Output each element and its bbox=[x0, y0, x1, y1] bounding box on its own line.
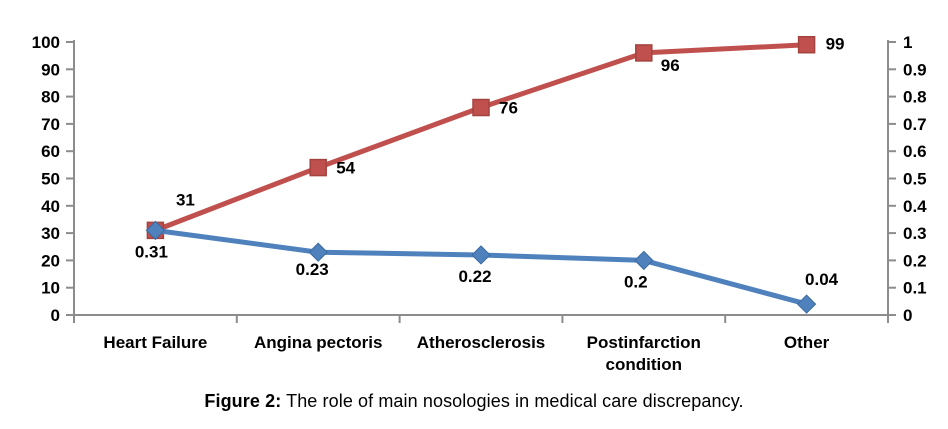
right-axis-tick-label: 0.8 bbox=[903, 88, 927, 107]
data-label: 0.04 bbox=[805, 270, 839, 289]
left-series-line bbox=[152, 42, 810, 233]
diamond-marker bbox=[796, 294, 817, 314]
right-axis-tick-label: 0.5 bbox=[903, 170, 927, 189]
data-label: 96 bbox=[661, 56, 680, 75]
figure-caption-text: The role of main nosologies in medical c… bbox=[286, 391, 744, 411]
right-axis-tick-label: 0.7 bbox=[903, 115, 927, 134]
figure-caption-label: Figure 2: bbox=[204, 391, 282, 411]
right-axis-tick-label: 0.2 bbox=[903, 251, 927, 270]
data-label: 0.31 bbox=[135, 242, 168, 261]
right-axis-tick-label: 0 bbox=[903, 306, 912, 325]
diamond-marker bbox=[308, 242, 328, 262]
left-axis-tick-label: 50 bbox=[41, 170, 60, 189]
left-axis-tick-label: 80 bbox=[41, 88, 60, 107]
category-label: Atherosclerosis bbox=[417, 333, 546, 352]
category-label: Heart Failure bbox=[103, 333, 207, 352]
left-axis-tick-label: 90 bbox=[41, 60, 60, 79]
left-axis-tick-label: 100 bbox=[32, 33, 60, 52]
right-axis-tick-label: 0.4 bbox=[903, 197, 927, 216]
data-label: 54 bbox=[336, 159, 355, 178]
square-marker bbox=[797, 35, 816, 54]
diamond-marker bbox=[471, 245, 491, 265]
left-axis-tick-label: 10 bbox=[41, 279, 60, 298]
category-label: Postinfarction bbox=[587, 333, 701, 352]
data-label: 0.23 bbox=[296, 260, 329, 279]
left-axis-tick-label: 30 bbox=[41, 224, 60, 243]
right-axis-tick-label: 1 bbox=[903, 33, 912, 52]
data-label: 31 bbox=[176, 190, 195, 209]
left-axis-tick-label: 70 bbox=[41, 115, 60, 134]
diamond-marker bbox=[145, 220, 166, 241]
right-axis-tick-label: 0.6 bbox=[903, 142, 927, 161]
line-chart-canvas: 0 10 20 30 40 50 60 70 80 90 100 0 0.1 0.2 0.3 0.4 0.5 0.… bbox=[32, 33, 928, 374]
data-label: 76 bbox=[499, 99, 518, 118]
figure-caption: Figure 2: The role of main nosologies in… bbox=[0, 391, 948, 412]
left-axis-tick-label: 20 bbox=[41, 251, 60, 270]
square-marker bbox=[635, 44, 653, 62]
right-axis-tick-label: 0.3 bbox=[903, 224, 927, 243]
diamond-marker bbox=[634, 250, 654, 271]
left-axis-tick-label: 0 bbox=[51, 306, 60, 325]
square-marker bbox=[309, 158, 327, 177]
data-label: 0.2 bbox=[624, 272, 648, 291]
square-marker bbox=[472, 98, 490, 117]
category-label: Angina pectoris bbox=[254, 333, 382, 352]
category-label: Other bbox=[784, 333, 830, 352]
right-axis-tick-label: 0.9 bbox=[903, 60, 927, 79]
data-label: 0.22 bbox=[458, 267, 491, 286]
category-label: condition bbox=[606, 355, 682, 374]
data-label: 99 bbox=[826, 35, 845, 54]
right-axis-tick-label: 0.1 bbox=[903, 279, 927, 298]
left-axis-tick-label: 60 bbox=[41, 142, 60, 161]
left-axis-tick-label: 40 bbox=[41, 197, 60, 216]
